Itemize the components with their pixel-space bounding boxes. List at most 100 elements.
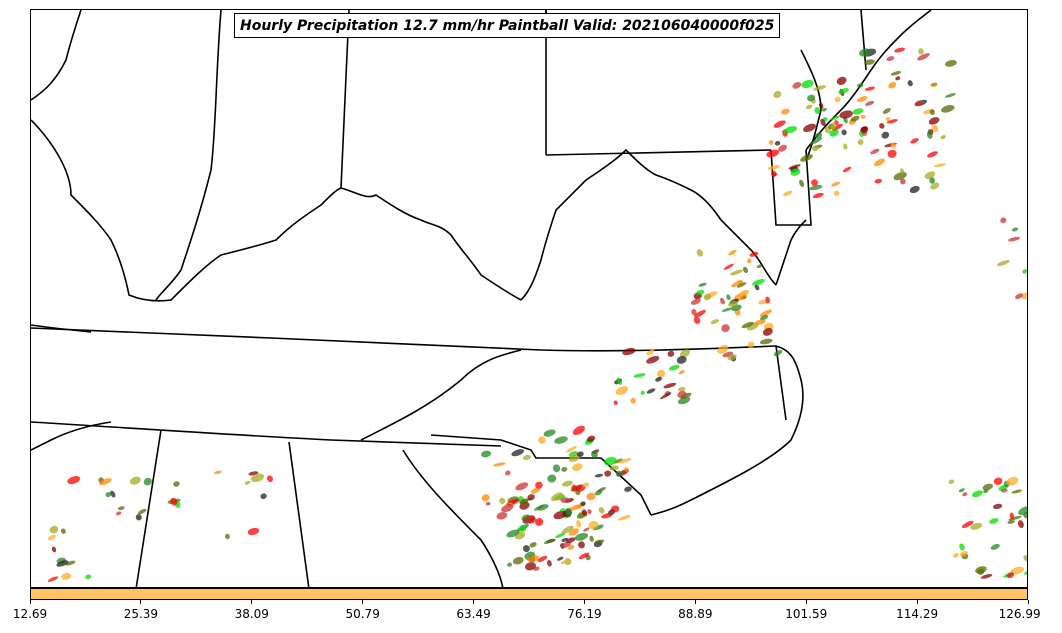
precip-blob <box>741 321 754 329</box>
precip-blob <box>721 307 733 312</box>
precip-blob <box>529 542 537 548</box>
precip-blob <box>749 251 759 257</box>
precip-blob <box>842 166 852 173</box>
boundary-pa-md <box>545 149 772 156</box>
precip-blob <box>929 177 935 184</box>
precip-blob <box>888 81 897 89</box>
precip-blob <box>771 173 778 177</box>
precip-blob <box>698 282 707 287</box>
precip-blob <box>589 535 594 542</box>
precip-blob <box>754 284 760 291</box>
precip-blob <box>657 369 666 378</box>
precip-blob <box>566 446 577 453</box>
precip-blob <box>933 163 946 168</box>
precip-blob <box>1008 515 1022 521</box>
precip-blob <box>668 364 680 371</box>
precip-blob <box>591 450 598 459</box>
state-boundaries <box>31 10 932 587</box>
precip-blob <box>524 562 537 571</box>
precip-blob <box>730 269 743 276</box>
precip-blob <box>762 327 773 336</box>
precip-blob <box>574 533 589 541</box>
precip-blob <box>723 263 734 270</box>
precip-blob <box>924 171 936 180</box>
precip-blob <box>886 119 898 124</box>
precip-blob <box>754 319 766 325</box>
precip-blob <box>813 85 827 91</box>
precip-blob <box>971 490 983 498</box>
precip-blob <box>493 462 506 467</box>
precip-blob <box>758 299 767 305</box>
precip-blob <box>646 349 655 356</box>
precip-blob <box>756 264 763 269</box>
precip-blob <box>601 513 613 519</box>
colorbar-tick-mark <box>473 600 475 604</box>
precip-blob <box>1018 506 1027 516</box>
precip-blob <box>583 527 590 532</box>
precip-blob <box>519 498 529 505</box>
precip-blob <box>959 543 965 551</box>
precip-blob <box>522 545 530 553</box>
precip-blob <box>834 120 839 126</box>
precip-blob <box>836 76 847 86</box>
boundary-ohio-indiana <box>340 10 350 189</box>
precip-blob <box>945 60 957 67</box>
precip-blob <box>727 354 737 361</box>
precip-blob <box>752 279 765 286</box>
precip-blob <box>990 543 1000 550</box>
precip-blob <box>578 552 590 560</box>
precip-blob <box>945 93 956 98</box>
precip-blob <box>992 503 1003 510</box>
colorbar-tick-mark <box>251 600 253 604</box>
precip-blob <box>597 487 606 493</box>
boundary-wv-north <box>520 148 777 301</box>
precip-blob <box>615 386 629 395</box>
precip-blob <box>959 550 968 557</box>
precip-blob <box>586 492 596 501</box>
precip-blob <box>538 436 546 444</box>
precip-blob <box>646 388 656 394</box>
precip-blob <box>860 114 866 119</box>
precip-blob <box>895 76 901 81</box>
colorbar-tick-mark <box>583 600 585 604</box>
colorbar-tick-mark <box>362 600 364 604</box>
boundary-va-nc <box>360 349 522 441</box>
boundary-nj <box>800 49 822 161</box>
precip-blob <box>728 249 737 256</box>
precip-blob <box>567 544 575 550</box>
precip-blob <box>1023 555 1027 562</box>
precip-blob <box>512 556 524 565</box>
precip-blob <box>537 555 548 563</box>
precip-blob <box>604 470 612 477</box>
precip-blob <box>900 178 906 185</box>
precip-blob <box>640 390 645 395</box>
precip-blob <box>135 514 142 521</box>
precip-blob <box>566 537 576 544</box>
map-title: Hourly Precipitation 12.7 mm/hr Paintbal… <box>234 13 781 38</box>
precip-blob <box>577 451 584 457</box>
precip-blob <box>870 148 880 155</box>
precip-blob <box>759 314 769 321</box>
precip-blob <box>170 497 178 506</box>
precip-blob <box>528 517 537 524</box>
precip-blob <box>930 82 937 87</box>
precip-blob <box>663 382 677 389</box>
precip-blob <box>615 470 622 477</box>
precip-blob <box>565 507 572 516</box>
precip-blob <box>809 137 823 145</box>
precip-blob <box>561 466 568 472</box>
precip-blob <box>49 525 59 534</box>
precip-blob <box>677 390 687 399</box>
precip-blob <box>555 532 565 539</box>
precip-blob <box>667 350 675 357</box>
precip-blob <box>742 266 749 274</box>
precip-blob <box>773 90 782 99</box>
precip-blob <box>575 484 586 492</box>
precip-blob <box>633 373 646 378</box>
precip-blob <box>873 158 886 167</box>
precip-blob <box>572 425 585 435</box>
precip-blob <box>989 518 999 524</box>
precip-blob <box>560 541 571 548</box>
precip-blob <box>815 132 823 139</box>
precip-blob <box>507 562 512 567</box>
